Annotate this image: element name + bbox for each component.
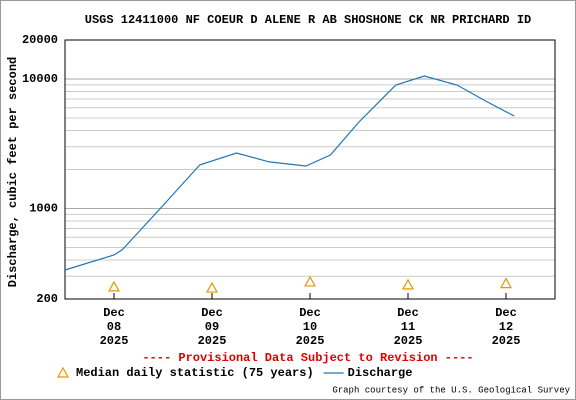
legend-label: Median daily statistic (75 years) (76, 366, 314, 380)
plot-border (64, 39, 556, 300)
annotation: ---- Provisional Data Subject to Revisio… (142, 351, 473, 365)
y-tick-label: 20000 (22, 33, 58, 47)
chart-title: USGS 12411000 NF COEUR D ALENE R AB SHOS… (85, 13, 531, 27)
median-marker (499, 277, 513, 289)
x-tick-label: 12 (499, 320, 513, 334)
y-tick-label: 1000 (29, 202, 58, 216)
x-tick-label: 2025 (100, 334, 129, 348)
discharge-line (64, 75, 515, 271)
median-marker (107, 280, 121, 292)
x-tick-label: 11 (401, 320, 415, 334)
legend-label: Discharge (348, 366, 413, 380)
median-marker (303, 275, 317, 287)
median-marker (401, 278, 415, 290)
x-tick-label: 10 (303, 320, 317, 334)
x-tick-label: 2025 (492, 334, 521, 348)
median-marker (205, 281, 219, 293)
x-tick-label: 09 (205, 320, 219, 334)
x-tick-label: 2025 (394, 334, 423, 348)
x-tick-label: Dec (299, 306, 321, 320)
x-tick-label: Dec (495, 306, 517, 320)
x-tick-label: 2025 (296, 334, 325, 348)
credit: Graph courtesy of the U.S. Geological Su… (332, 385, 570, 395)
legend-marker (56, 366, 70, 378)
x-tick-label: Dec (397, 306, 419, 320)
y-tick-label: 10000 (22, 72, 58, 86)
y-axis-label: Discharge, cubic feet per second (6, 57, 20, 287)
x-tick-label: 2025 (198, 334, 227, 348)
x-tick-label: Dec (103, 306, 125, 320)
y-tick-label: 200 (36, 292, 58, 306)
x-tick-label: 08 (107, 320, 121, 334)
x-tick-label: Dec (201, 306, 223, 320)
